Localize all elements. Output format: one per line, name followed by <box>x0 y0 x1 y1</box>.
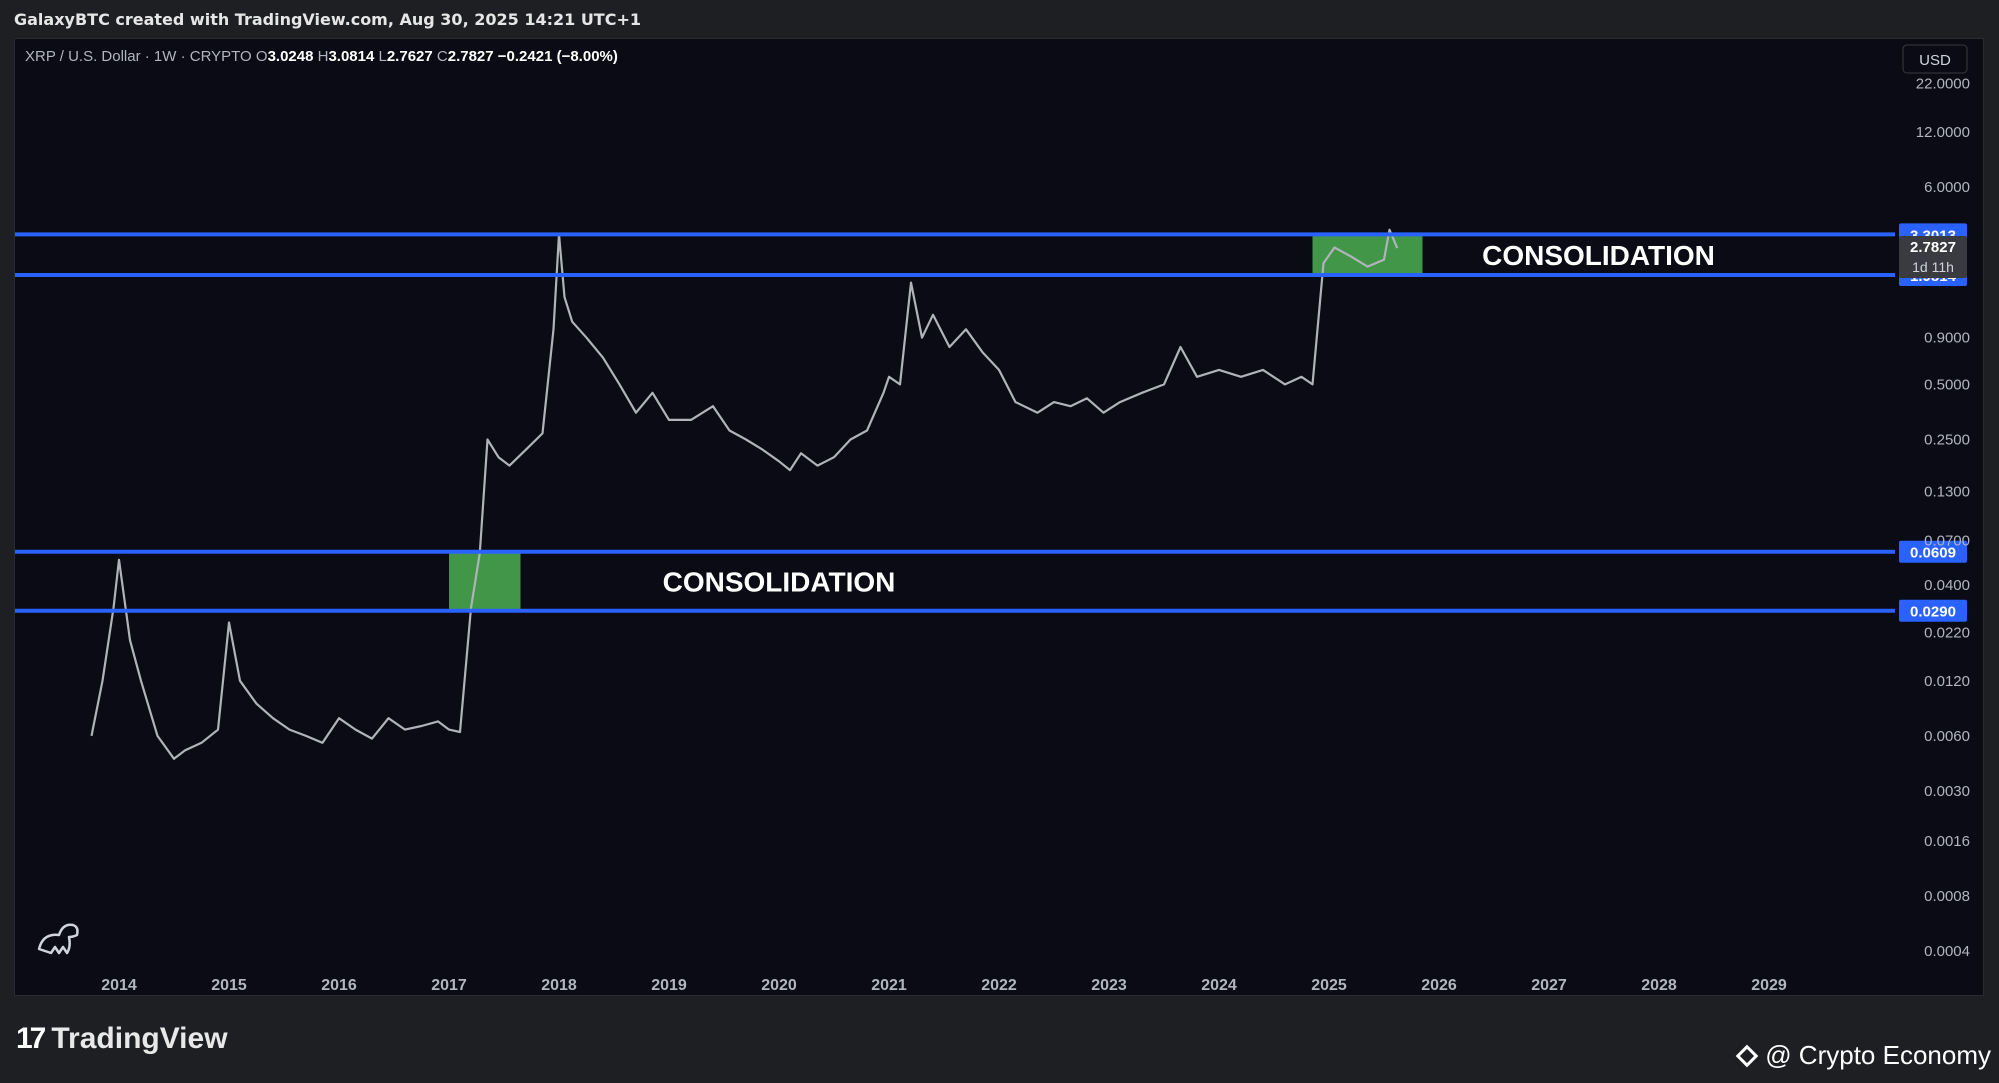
consolidation-zone-1 <box>449 551 521 611</box>
legend-c-label: C <box>437 48 448 65</box>
tradingview-logo[interactable]: 17 TradingView <box>16 1022 228 1056</box>
legend-close: 2.7827 <box>448 48 498 65</box>
x-tick-label: 2029 <box>1751 977 1787 994</box>
dino-icon <box>37 923 79 955</box>
y-tick-label: 0.0060 <box>1924 728 1970 745</box>
level-tag-4: 0.0290 <box>1910 604 1956 621</box>
x-tick-label: 2022 <box>981 977 1017 994</box>
diamond-icon <box>1735 1044 1759 1067</box>
consolidation-zone-2 <box>1312 234 1423 275</box>
level-tag-bg-4 <box>1899 599 1967 622</box>
y-tick-label: 0.2500 <box>1924 431 1970 448</box>
current-price-countdown: 1d 11h <box>1912 259 1954 275</box>
y-tick-label: 0.0700 <box>1924 533 1970 550</box>
x-tick-label: 2014 <box>101 977 137 994</box>
consolidation-label-2: CONSOLIDATION <box>1482 240 1715 271</box>
x-tick-label: 2027 <box>1531 977 1567 994</box>
x-tick-label: 2026 <box>1421 977 1457 994</box>
watermark-text: @ Crypto Economy <box>1765 1040 1991 1070</box>
chart-caption: GalaxyBTC created with TradingView.com, … <box>14 10 641 29</box>
x-tick-label: 2023 <box>1091 977 1127 994</box>
x-tick-label: 2018 <box>541 977 577 994</box>
x-tick-label: 2021 <box>871 977 907 994</box>
level-tag-bg-3 <box>1899 540 1967 563</box>
price-series-line <box>90 228 1399 760</box>
symbol-legend: XRP / U.S. Dollar · 1W · CRYPTO O3.0248 … <box>25 48 618 65</box>
y-tick-label: 6.0000 <box>1924 179 1970 196</box>
legend-open: 3.0248 <box>268 48 318 65</box>
tradingview-mark-icon: 17 <box>16 1022 46 1055</box>
x-tick-label: 2017 <box>431 977 467 994</box>
y-tick-label: 0.9000 <box>1924 330 1970 347</box>
y-tick-label: 0.0120 <box>1924 673 1970 690</box>
y-tick-label: 0.0004 <box>1924 943 1970 960</box>
legend-high: 3.0814 <box>328 48 378 65</box>
currency-button[interactable] <box>1902 44 1968 74</box>
legend-change: −0.2421 (−8.00%) <box>498 48 618 65</box>
legend-symbol: XRP / U.S. Dollar · 1W · CRYPTO <box>25 48 256 65</box>
tradingview-wordmark: TradingView <box>51 1022 228 1055</box>
y-tick-label: 12.0000 <box>1916 124 1970 141</box>
legend-o-label: O <box>256 48 268 65</box>
legend-h-label: H <box>318 48 329 65</box>
consolidation-label-1: CONSOLIDATION <box>663 566 896 597</box>
x-tick-label: 2025 <box>1311 977 1347 994</box>
x-tick-label: 2016 <box>321 977 357 994</box>
x-tick-label: 2015 <box>211 977 247 994</box>
x-tick-label: 2024 <box>1201 977 1237 994</box>
x-tick-label: 2020 <box>761 977 797 994</box>
y-tick-label: 0.0008 <box>1924 888 1970 905</box>
x-tick-label: 2019 <box>651 977 687 994</box>
level-tag-3: 0.0609 <box>1910 545 1956 562</box>
y-tick-label: 0.0030 <box>1924 783 1970 800</box>
y-tick-label: 0.5000 <box>1924 376 1970 393</box>
y-tick-label: 0.0400 <box>1924 577 1970 594</box>
x-tick-label: 2028 <box>1641 977 1677 994</box>
y-tick-label: 0.0016 <box>1924 833 1970 850</box>
legend-low: 2.7627 <box>387 48 437 65</box>
current-price-tag: 2.7827 <box>1910 239 1956 256</box>
currency-label: USD <box>1919 52 1951 69</box>
current-price-tag-bg <box>1899 235 1967 278</box>
legend-l-label: L <box>379 48 387 65</box>
y-tick-label: 0.0220 <box>1924 625 1970 642</box>
y-tick-label: 0.1300 <box>1924 483 1970 500</box>
y-tick-label: 22.0000 <box>1916 76 1970 93</box>
watermark: @ Crypto Economy <box>1735 1040 1991 1071</box>
